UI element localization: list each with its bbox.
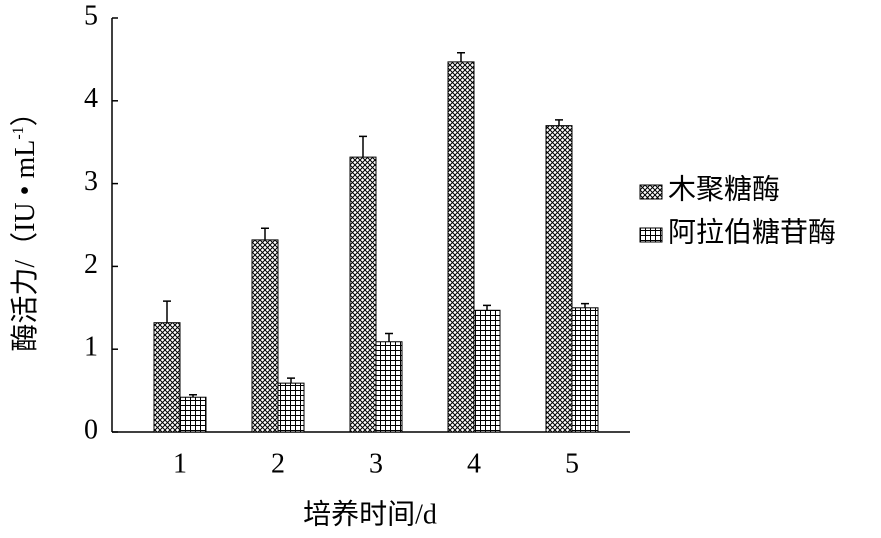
y-title-main: 酶活力/（IU • mL [9,140,41,352]
x-axis-title: 培养时间/d [303,498,437,530]
legend-label: 木聚糖酶 [668,173,780,205]
error-bar [483,304,491,311]
bar [251,239,279,433]
x-tick-label: 5 [565,448,579,479]
y-tick-label: 4 [84,83,98,114]
error-bar [457,52,465,62]
y-tick-label: 2 [84,249,98,280]
y-tick-label: 5 [84,0,98,31]
bar [179,396,207,433]
error-bar [261,227,269,240]
bar [277,382,305,433]
legend-swatch [639,227,663,243]
legend-label: 阿拉伯糖苷酶 [668,216,836,248]
x-tick-label: 2 [271,448,285,479]
error-bar [189,393,197,398]
x-tick-label: 4 [467,448,481,479]
y-title-end: ） [9,98,41,126]
y-tick-label: 3 [84,166,98,197]
y-tick-label: 0 [84,414,98,445]
bar [375,341,403,433]
y-title-sup: -1 [10,126,27,139]
error-bar [385,332,393,342]
bar [349,156,377,433]
legend-swatch [639,184,663,200]
bar [473,309,501,433]
error-bar [581,302,589,308]
error-bar [555,119,563,126]
error-bar [359,135,367,158]
bar [571,307,599,433]
bar [153,322,181,433]
error-bar [163,300,171,323]
error-bar [287,377,295,384]
bar [447,61,475,433]
x-tick-label: 1 [173,448,187,479]
x-tick-label: 3 [369,448,383,479]
y-axis-title: 酶活力/（IU • mL-1） [9,98,41,351]
y-tick-label: 1 [84,332,98,363]
bar [545,125,573,433]
